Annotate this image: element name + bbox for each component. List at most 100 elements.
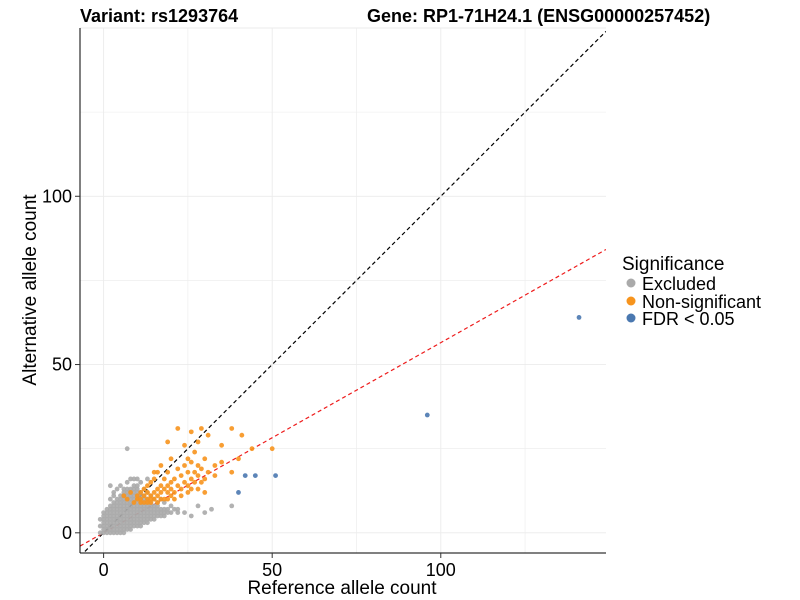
point-excluded (111, 520, 117, 526)
point-excluded (131, 510, 137, 516)
point-excluded (128, 513, 133, 519)
point-excluded (121, 506, 127, 512)
point-excluded (172, 506, 177, 512)
point-non-significant (188, 486, 194, 492)
point-non-significant (178, 493, 184, 499)
point-excluded (124, 513, 130, 519)
point-excluded (114, 500, 120, 505)
point-non-significant (185, 483, 191, 489)
point-excluded (128, 520, 133, 526)
point-excluded (134, 516, 140, 522)
point-excluded (124, 479, 130, 485)
point-excluded (128, 510, 133, 516)
point-non-significant (128, 490, 133, 495)
point-non-significant (158, 490, 164, 495)
point-excluded (118, 530, 123, 536)
point-non-significant (155, 486, 160, 492)
point-excluded (121, 503, 127, 509)
x-tick-label: 0 (99, 560, 109, 580)
point-non-significant (192, 469, 198, 475)
point-non-significant (151, 496, 157, 502)
point-excluded (97, 523, 103, 529)
point-non-significant (195, 486, 201, 492)
point-excluded (161, 506, 167, 512)
point-excluded (158, 510, 164, 516)
point-excluded (131, 513, 137, 519)
legend-key-fdr (626, 313, 636, 323)
point-excluded (134, 520, 140, 526)
point-excluded (97, 530, 103, 536)
point-excluded (124, 516, 130, 522)
point-excluded (104, 510, 110, 516)
point-excluded (168, 503, 174, 509)
point-excluded (141, 496, 147, 502)
point-excluded (114, 513, 120, 519)
point-excluded (134, 523, 140, 529)
point-excluded (128, 516, 133, 522)
point-excluded (128, 496, 133, 502)
point-excluded (145, 520, 150, 526)
point-non-significant (175, 426, 181, 431)
point-non-significant (138, 500, 144, 505)
point-non-significant (249, 446, 255, 452)
point-excluded (188, 513, 194, 519)
point-excluded (114, 486, 120, 492)
point-non-significant (168, 486, 174, 492)
point-excluded (128, 500, 133, 505)
legend-key-non-significant (626, 296, 636, 306)
point-excluded (128, 486, 133, 492)
point-fdr-0-05 (576, 315, 582, 320)
point-non-significant (155, 469, 160, 475)
point-excluded (114, 506, 120, 512)
point-excluded (114, 523, 120, 529)
point-non-significant (192, 479, 198, 485)
point-excluded (121, 490, 127, 495)
point-excluded (104, 530, 110, 536)
point-excluded (114, 496, 120, 502)
point-non-significant (178, 473, 184, 478)
point-non-significant (138, 490, 144, 495)
point-non-significant (195, 463, 201, 468)
point-excluded (111, 523, 117, 529)
point-excluded (124, 493, 130, 499)
y-tick-label: 50 (52, 355, 72, 375)
point-non-significant (172, 496, 177, 502)
reference-line-identity (82, 30, 606, 553)
point-non-significant (134, 496, 140, 502)
point-excluded (107, 523, 113, 529)
point-excluded (128, 503, 133, 509)
point-excluded (141, 510, 147, 516)
point-excluded (104, 520, 110, 526)
point-non-significant (188, 476, 194, 482)
y-tick-label: 100 (42, 186, 72, 206)
point-excluded (118, 493, 123, 499)
x-tick-label: 50 (262, 560, 282, 580)
point-excluded (134, 490, 140, 495)
legend-label-fdr: FDR < 0.05 (642, 309, 735, 329)
point-non-significant (198, 426, 204, 431)
point-excluded (114, 520, 120, 526)
point-excluded (131, 503, 137, 509)
point-non-significant (168, 456, 174, 462)
point-excluded (161, 500, 167, 505)
point-excluded (131, 516, 137, 522)
point-excluded (128, 493, 133, 499)
point-excluded (111, 530, 117, 536)
point-non-significant (151, 490, 157, 495)
point-excluded (145, 503, 150, 509)
data-points (97, 315, 582, 536)
point-non-significant (161, 496, 167, 502)
point-non-significant (141, 500, 147, 505)
point-excluded (202, 510, 208, 516)
point-non-significant (269, 446, 275, 452)
point-excluded (111, 490, 117, 495)
point-non-significant (155, 500, 160, 505)
point-excluded (141, 513, 147, 519)
x-axis-title: Reference allele count (247, 578, 437, 599)
point-excluded (128, 476, 133, 482)
point-excluded (131, 476, 137, 482)
point-excluded (148, 503, 154, 509)
point-excluded (141, 506, 147, 512)
point-non-significant (205, 432, 211, 438)
